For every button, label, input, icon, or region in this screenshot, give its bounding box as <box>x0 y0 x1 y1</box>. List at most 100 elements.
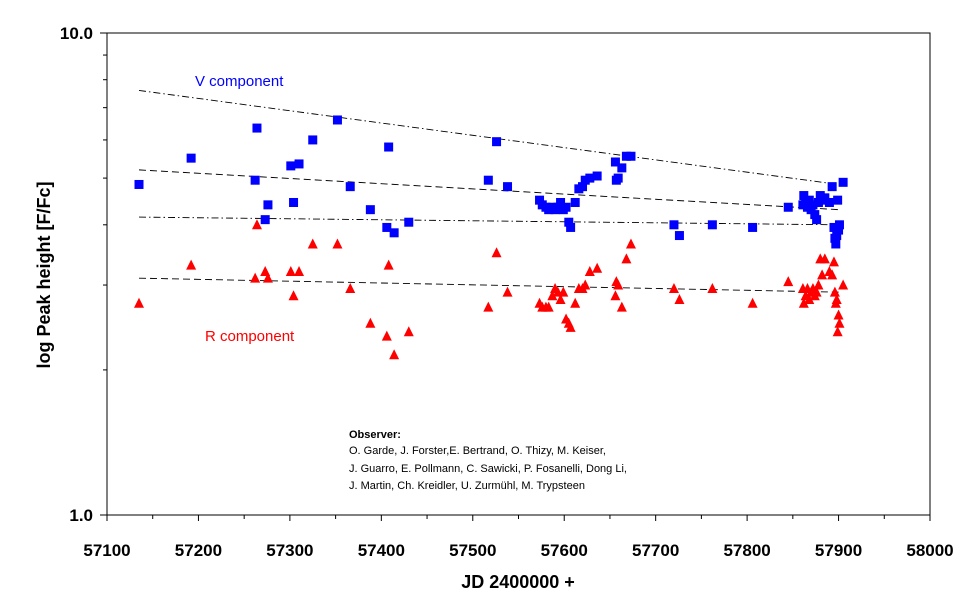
v-point <box>613 173 623 183</box>
v-point <box>832 231 842 241</box>
r-point <box>833 309 844 320</box>
v-point <box>799 191 809 201</box>
v-point <box>626 151 636 161</box>
r-point <box>134 297 145 308</box>
y-tick-label-bottom: 1.0 <box>69 506 93 525</box>
r-point <box>811 286 822 297</box>
v-component-label: V component <box>195 73 284 90</box>
v-point <box>833 195 843 205</box>
v-point <box>783 202 793 212</box>
v-point <box>294 159 304 169</box>
v-point <box>503 182 513 192</box>
v-point <box>824 197 834 207</box>
v-point <box>556 197 566 207</box>
r-point <box>285 266 296 277</box>
r-point <box>365 317 376 328</box>
r-point <box>250 272 261 283</box>
x-tick-label: 57600 <box>541 541 588 560</box>
r-point <box>813 279 824 290</box>
v-point <box>820 193 830 203</box>
v-point <box>308 135 318 145</box>
r-point <box>674 293 685 304</box>
r-point <box>610 290 621 301</box>
trend-line <box>138 90 839 185</box>
r-component-label: R component <box>205 328 295 345</box>
x-tick-label: 57100 <box>83 541 130 560</box>
v-point <box>260 215 270 225</box>
r-point <box>625 238 636 249</box>
y-axis-title: log Peak height [F/Fc] <box>34 181 54 368</box>
v-point <box>834 220 844 230</box>
r-point <box>613 279 624 290</box>
r-point <box>668 283 679 294</box>
v-point <box>810 210 820 220</box>
r-point <box>747 297 758 308</box>
r-point <box>616 301 627 312</box>
v-point <box>838 177 848 187</box>
r-point <box>707 283 718 294</box>
r-point <box>383 259 394 270</box>
x-tick-label: 57800 <box>723 541 770 560</box>
r-point <box>186 259 197 270</box>
v-point <box>561 202 571 212</box>
v-point <box>263 200 273 210</box>
v-point <box>250 175 260 185</box>
r-point <box>834 317 845 328</box>
v-component-points <box>134 115 848 249</box>
observer-line: J. Guarro, E. Pollmann, C. Sawicki, P. F… <box>349 463 627 475</box>
r-point <box>570 297 581 308</box>
v-point <box>365 205 375 215</box>
r-point <box>804 293 815 304</box>
x-tick-label: 57500 <box>449 541 496 560</box>
v-point <box>829 222 839 232</box>
v-point <box>621 151 631 161</box>
r-point <box>307 238 318 249</box>
trend-line <box>139 216 839 226</box>
r-point <box>621 253 632 264</box>
r-point <box>403 326 414 337</box>
v-point <box>332 115 342 125</box>
v-point <box>252 123 262 133</box>
v-point <box>566 222 576 232</box>
v-point <box>812 215 822 225</box>
v-point <box>610 157 620 167</box>
v-point <box>492 137 502 147</box>
r-point <box>838 279 849 290</box>
r-point <box>827 269 838 280</box>
r-point <box>783 276 794 287</box>
r-point <box>262 272 273 283</box>
v-point <box>617 163 627 173</box>
v-point <box>483 175 493 185</box>
r-point <box>251 219 262 230</box>
r-point <box>332 238 343 249</box>
v-point <box>553 202 563 212</box>
x-tick-label: 57200 <box>175 541 222 560</box>
x-tick-label: 57300 <box>266 541 313 560</box>
y-axis <box>100 32 107 516</box>
v-point <box>289 197 299 207</box>
r-point <box>483 301 494 312</box>
r-point <box>832 326 843 337</box>
r-point <box>294 266 305 277</box>
v-point <box>286 161 296 171</box>
r-point <box>491 247 502 258</box>
v-point <box>674 231 684 241</box>
r-point <box>592 262 603 273</box>
r-point <box>829 286 840 297</box>
x-tick-label: 57700 <box>632 541 679 560</box>
v-point <box>389 228 399 238</box>
r-point <box>555 293 566 304</box>
plot-area <box>106 32 931 516</box>
x-tick-label: 57900 <box>815 541 862 560</box>
v-point <box>564 217 574 227</box>
r-point <box>798 297 809 308</box>
r-point <box>381 330 392 341</box>
v-point <box>804 195 814 205</box>
r-point <box>828 256 839 267</box>
observer-line: J. Martin, Ch. Kreidler, U. Zurmühl, M. … <box>349 480 585 492</box>
r-point <box>580 279 591 290</box>
v-point <box>592 171 602 181</box>
v-point <box>669 220 679 230</box>
x-axis: 57100 57200 57300 57400 57500 57600 57700 57800… <box>83 515 954 560</box>
